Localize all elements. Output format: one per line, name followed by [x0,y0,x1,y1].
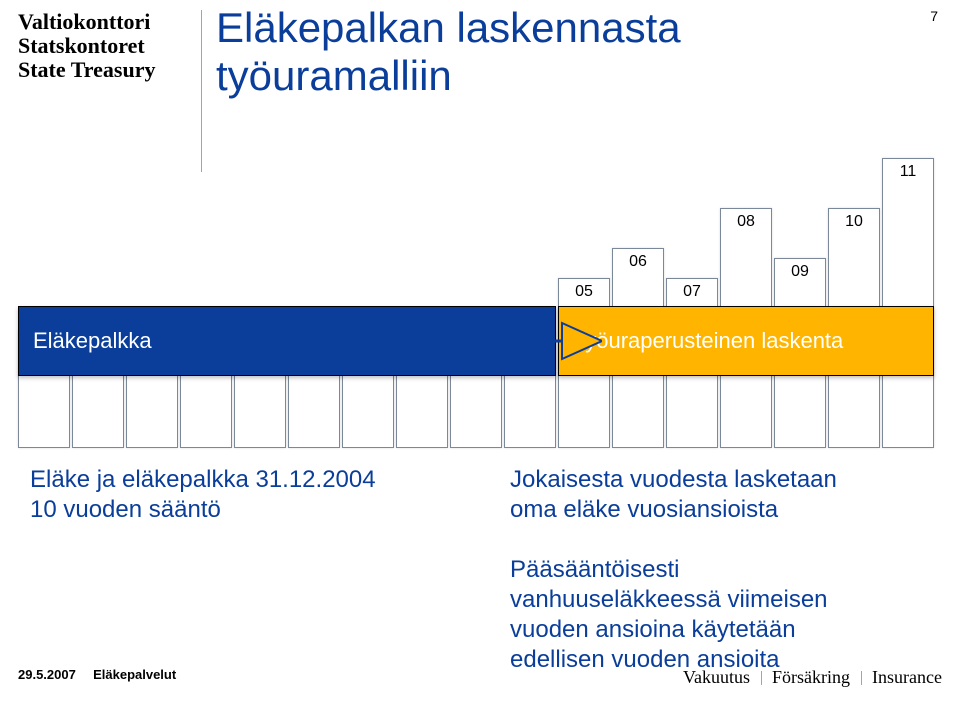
band-row: EläkepalkkaTyöuraperusteinen laskenta [18,306,942,376]
info-left-line-2: 10 vuoden sääntö [30,496,221,523]
year-column: 11 [882,158,934,448]
year-label: 09 [775,263,825,281]
band: Työuraperusteinen laskenta [558,306,934,376]
footer-sep-1 [761,671,762,685]
logo-line-1: Valtiokonttori [18,10,188,34]
year-label: 06 [613,253,663,271]
info-right: Jokaisesta vuodesta lasketaan oma eläke … [510,465,940,525]
title-line-2: työuramalliin [216,52,452,99]
footer-r1: Vakuutus [683,667,750,687]
footer-r2: Försäkring [772,667,850,687]
info-left: Eläke ja eläkepalkka 31.12.2004 10 vuode… [30,465,440,525]
info-right2-line-2: vanhuuseläkkeessä viimeisen [510,586,828,613]
page-title: Eläkepalkan laskennasta työuramalliin [216,4,681,101]
page-number: 7 [930,8,938,24]
footer: 29.5.2007 Eläkepalvelut Vakuutus Försäkr… [18,667,942,689]
arrow-icon [436,306,602,376]
timeline-chart: 9596979899000102030405060708091011Eläkep… [18,108,942,448]
year-label: 07 [667,283,717,301]
footer-r3: Insurance [872,667,942,687]
info-right-line-2: oma eläke vuosiansioista [510,496,778,523]
year-label: 10 [829,213,879,231]
logo-line-3: State Treasury [18,58,188,82]
footer-left: 29.5.2007 Eläkepalvelut [18,667,176,682]
info-right2-line-3: vuoden ansioina käytetään [510,616,796,643]
footer-right: Vakuutus Försäkring Insurance [683,667,942,688]
info-right-2: Pääsääntöisesti vanhuuseläkkeessä viimei… [510,555,940,675]
year-label: 05 [559,283,609,301]
year-label: 11 [883,163,933,181]
info-left-line-1: Eläke ja eläkepalkka 31.12.2004 [30,466,376,493]
logo: Valtiokonttori Statskontoret State Treas… [18,10,188,83]
title-line-1: Eläkepalkan laskennasta [216,4,681,51]
logo-line-2: Statskontoret [18,34,188,58]
footer-sep-2 [861,671,862,685]
year-label: 08 [721,213,771,231]
info-right-line-1: Jokaisesta vuodesta lasketaan [510,466,837,493]
footer-date: 29.5.2007 [18,667,76,682]
info-right2-line-1: Pääsääntöisesti [510,556,679,583]
footer-unit: Eläkepalvelut [93,667,176,682]
